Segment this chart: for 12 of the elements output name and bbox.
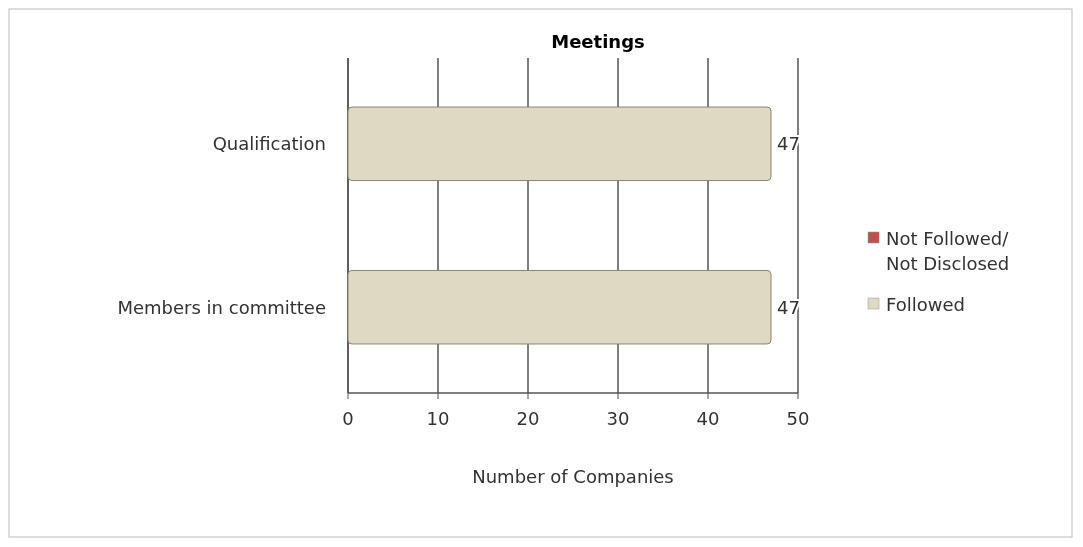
x-tick-label: 0 (342, 408, 354, 429)
legend-label: Not Followed/ Not Disclosed (886, 227, 1010, 274)
x-tick-label: 30 (606, 408, 630, 429)
chart-title: Meetings (551, 31, 645, 52)
x-axis-title: Number of Companies (472, 466, 674, 487)
x-tick-label: 10 (426, 408, 450, 429)
y-tick-label: Qualification (212, 133, 326, 155)
x-tick-label: 40 (696, 408, 720, 429)
x-tick-label: 20 (516, 408, 540, 429)
y-tick-label: Members in committee (117, 296, 326, 318)
x-tick-label: 50 (786, 408, 810, 429)
legend-label: Followed (886, 293, 965, 315)
